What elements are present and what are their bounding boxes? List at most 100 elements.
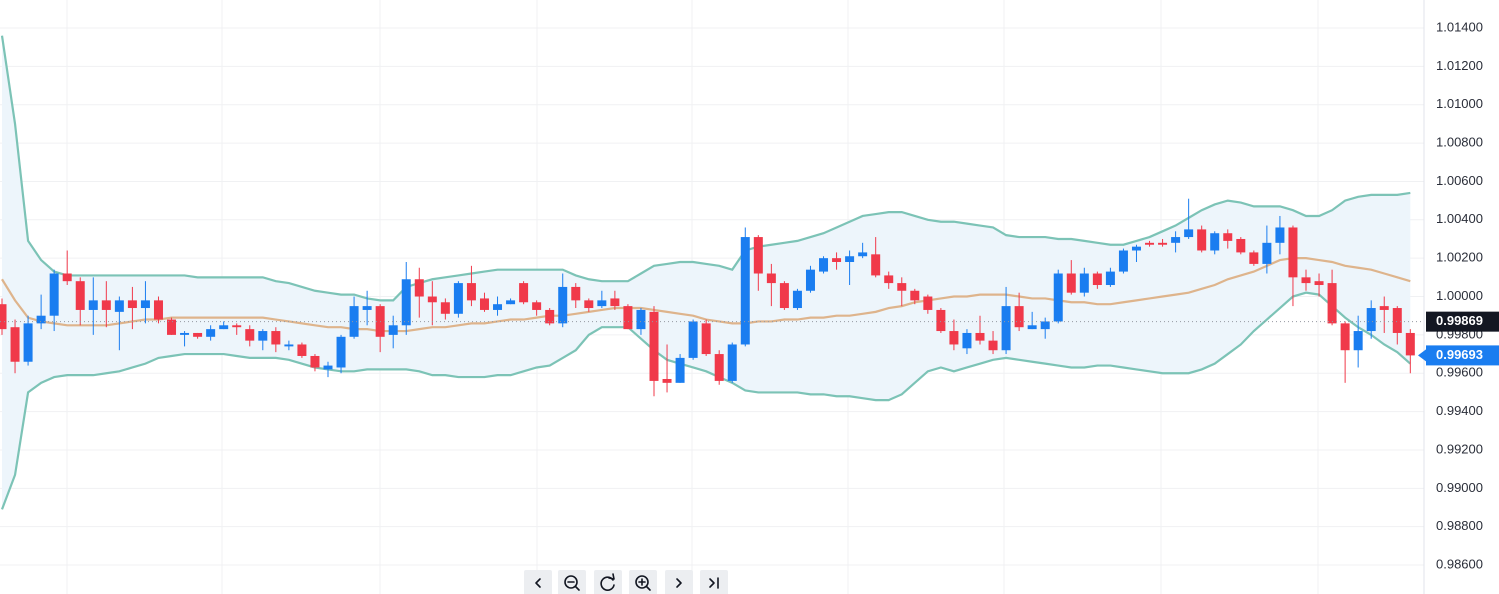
- candle-body: [1366, 308, 1376, 332]
- candle-body: [584, 300, 594, 309]
- candle-body: [766, 273, 776, 284]
- band-line: [0, 291, 1412, 510]
- candle-body: [845, 256, 855, 262]
- y-tick-label: 0.99000: [1436, 480, 1483, 495]
- candle-body: [1053, 273, 1063, 322]
- candle-body: [1079, 273, 1089, 293]
- candle-body: [297, 344, 307, 356]
- band-fill: [2, 35, 1411, 510]
- y-tick-label: 1.01000: [1436, 96, 1483, 111]
- candle-body: [1171, 237, 1181, 243]
- candle-body: [167, 319, 177, 335]
- candle-body: [1236, 238, 1246, 253]
- candle-body: [779, 283, 789, 309]
- candle-body: [832, 258, 842, 262]
- candle-body: [336, 336, 346, 368]
- y-tick-label: 0.99400: [1436, 403, 1483, 418]
- candle-body: [1184, 229, 1194, 238]
- candle-body: [1288, 227, 1298, 278]
- candle-body: [571, 286, 581, 301]
- candle-body: [871, 254, 881, 276]
- y-tick-label: 0.98800: [1436, 518, 1483, 533]
- candle-body: [884, 275, 894, 284]
- candle-body: [258, 331, 268, 341]
- candle-body: [936, 309, 946, 332]
- candle-body: [975, 332, 985, 341]
- candle-body: [1340, 323, 1350, 351]
- candle-body: [753, 237, 763, 274]
- y-tick-label: 1.01400: [1436, 19, 1483, 34]
- candle-body: [271, 331, 281, 345]
- candle-body: [479, 298, 489, 310]
- candle-body: [36, 315, 46, 324]
- candle-body: [1314, 281, 1324, 286]
- candle-body: [1301, 277, 1311, 284]
- candle-body: [1379, 306, 1389, 310]
- candle-body: [1327, 283, 1337, 324]
- candle-body: [206, 329, 216, 337]
- candle-body: [62, 273, 72, 282]
- candle-body: [1158, 242, 1168, 245]
- navigation-toolbar: [524, 570, 728, 594]
- candle-body: [805, 269, 815, 291]
- candle-body: [349, 306, 359, 337]
- candle-body: [1001, 306, 1011, 351]
- candle-body: [623, 306, 633, 330]
- candle-body: [49, 273, 59, 316]
- candle-body: [1014, 306, 1024, 328]
- zoom-in-button[interactable]: [629, 570, 657, 594]
- candle-body: [923, 296, 933, 310]
- zoom-out-button[interactable]: [558, 570, 586, 594]
- candle-body: [401, 279, 411, 326]
- candle-body: [1405, 332, 1415, 356]
- band-line: [0, 35, 1411, 302]
- candle-body: [153, 300, 163, 320]
- candle-body: [310, 355, 320, 368]
- candle-body: [1275, 227, 1285, 243]
- candle-body: [532, 302, 542, 310]
- candle-body: [558, 286, 568, 324]
- candle-body: [1092, 273, 1102, 286]
- candle-body: [1262, 242, 1272, 264]
- grid: [0, 27, 1424, 566]
- scroll-to-end-button[interactable]: [700, 570, 728, 594]
- candle-body: [519, 283, 529, 303]
- candle-body: [897, 283, 907, 291]
- candle-body: [1392, 308, 1402, 333]
- candle-body: [101, 300, 111, 310]
- candle-body: [1210, 233, 1220, 251]
- candles: [0, 198, 1424, 397]
- candle-body: [440, 302, 450, 314]
- candle-body: [1040, 321, 1050, 330]
- candle-body: [245, 329, 255, 341]
- candle-body: [114, 300, 124, 312]
- price-label: 0.99693: [1436, 347, 1483, 362]
- y-tick-label: 1.00600: [1436, 173, 1483, 188]
- candle-body: [1145, 242, 1155, 245]
- y-tick-label: 0.98600: [1436, 556, 1483, 571]
- candle-body: [962, 332, 972, 349]
- candle-body: [0, 304, 7, 330]
- reset-button[interactable]: [594, 570, 622, 594]
- candle-body: [597, 300, 607, 307]
- candle-body: [232, 325, 242, 328]
- candle-body: [910, 290, 920, 301]
- candle-body: [819, 258, 829, 272]
- candle-body: [284, 344, 294, 347]
- scroll-right-button[interactable]: [665, 570, 693, 594]
- candle-body: [1105, 271, 1115, 286]
- candle-body: [127, 300, 137, 309]
- candle-body: [466, 283, 476, 301]
- candle-body: [740, 237, 750, 345]
- scroll-left-button[interactable]: [524, 570, 552, 594]
- candle-body: [180, 332, 190, 335]
- candle-body: [323, 365, 333, 370]
- candle-body: [1197, 229, 1207, 251]
- candle-body: [140, 300, 150, 309]
- candle-body: [1223, 233, 1233, 241]
- candle-body: [545, 309, 555, 324]
- y-tick-label: 1.01200: [1436, 58, 1483, 73]
- candle-body: [792, 290, 802, 309]
- candle-body: [23, 323, 33, 362]
